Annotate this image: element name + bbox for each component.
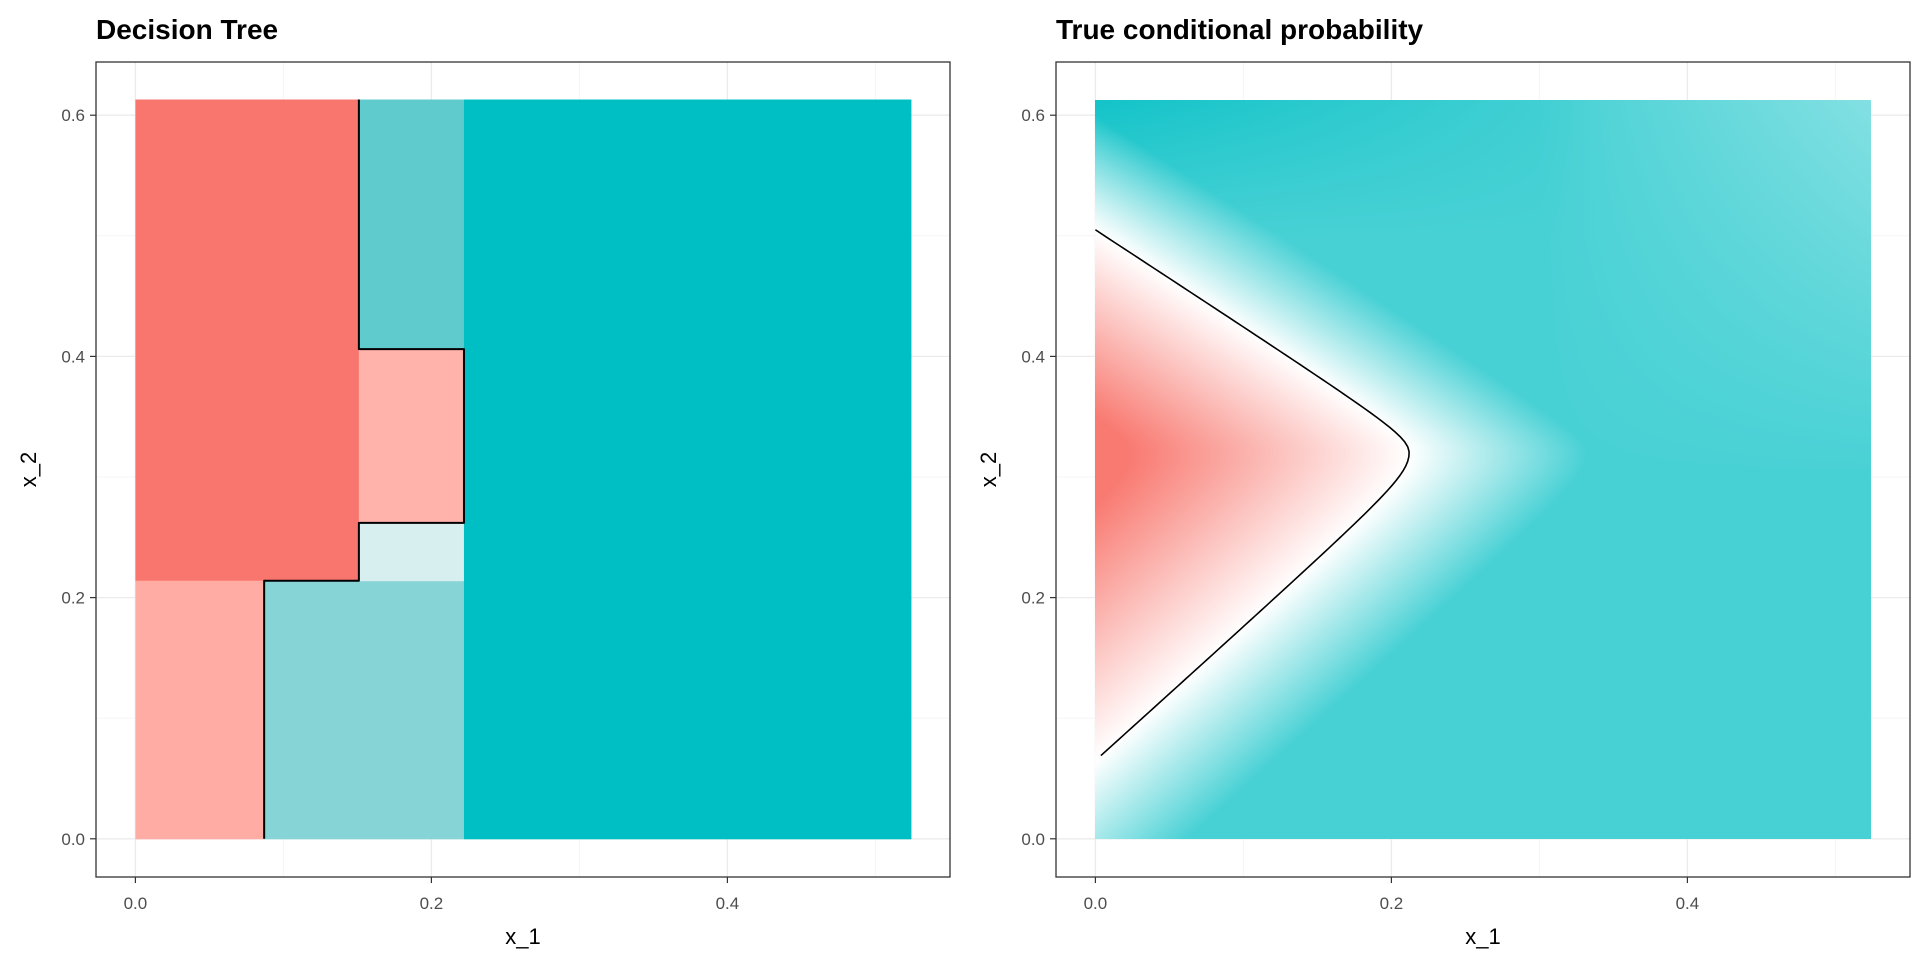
x-tick-label: 0.2 — [420, 894, 444, 913]
tree-region — [135, 580, 265, 840]
chart-title: True conditional probability — [1056, 14, 1424, 45]
y-tick-label: 0.2 — [61, 589, 85, 608]
chart-title: Decision Tree — [96, 14, 279, 45]
true-probability-panel: 0.0 0.2 0.4 0.0 0.2 0.4 0.6 x_1 x_2 True conditi… — [960, 0, 1920, 960]
tree-region — [358, 522, 465, 582]
x-axis-title: x_1 — [1465, 924, 1500, 949]
y-tick-label: 0.6 — [1021, 106, 1045, 125]
y-tick-label: 0.0 — [1021, 830, 1045, 849]
y-tick-label: 0.4 — [1021, 347, 1045, 366]
tree-region — [264, 580, 465, 840]
y-tick-label: 0.0 — [61, 830, 85, 849]
y-axis-title: x_2 — [16, 452, 41, 487]
panel-border — [1055, 61, 1911, 878]
x-tick-label: 0.4 — [716, 894, 740, 913]
x-axis-title: x_1 — [505, 924, 540, 949]
y-tick-label: 0.2 — [1021, 589, 1045, 608]
x-tick-label: 0.0 — [1084, 894, 1108, 913]
x-tick-label: 0.0 — [124, 894, 148, 913]
tree-region — [135, 99, 360, 582]
y-tick-label: 0.4 — [61, 347, 85, 366]
y-axis-title: x_2 — [976, 452, 1001, 487]
x-tick-label: 0.4 — [1676, 894, 1700, 913]
decision-boundary — [263, 99, 465, 839]
tree-region — [358, 349, 465, 524]
y-tick-label: 0.6 — [61, 106, 85, 125]
tree-region — [463, 99, 912, 840]
x-tick-label: 0.2 — [1380, 894, 1404, 913]
probability-heatmap — [1095, 99, 1872, 839]
probability-contour — [1094, 229, 1410, 757]
panel-border — [95, 61, 951, 878]
decision-tree-panel: 0.0 0.2 0.4 0.0 0.2 0.4 0.6 x_1 x_2 Decision Tre… — [16, 14, 951, 949]
tree-region — [358, 99, 465, 350]
decision-tree-plot: 0.0 0.2 0.4 0.0 0.2 0.4 0.6 x_1 x_2 — [16, 61, 951, 949]
probability-plot: 0.0 0.2 0.4 0.0 0.2 0.4 0.6 x_1 x_2 — [976, 61, 1911, 949]
